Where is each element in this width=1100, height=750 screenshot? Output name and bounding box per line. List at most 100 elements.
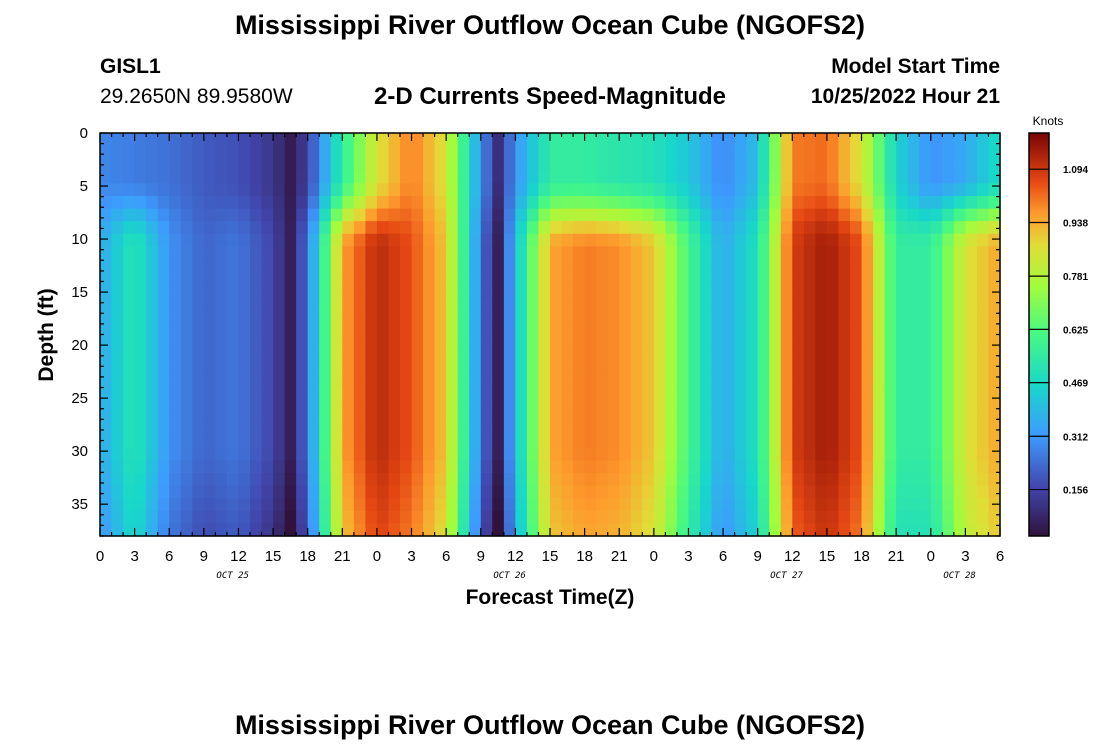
heatmap-cell (100, 221, 113, 235)
heatmap-cell (215, 510, 228, 524)
heatmap-cell (273, 372, 286, 386)
heatmap-cell (907, 523, 920, 537)
heatmap-cell (365, 208, 378, 222)
heatmap-cell (480, 447, 493, 462)
heatmap-cell (296, 422, 309, 436)
heatmap-cell (538, 183, 551, 197)
heatmap-cell (896, 133, 909, 147)
heatmap-cell (180, 397, 193, 411)
heatmap-cell (907, 246, 920, 260)
heatmap-cell (503, 195, 516, 210)
heatmap-cell (434, 410, 447, 424)
heatmap-cell (457, 334, 470, 348)
heatmap-cell (607, 410, 620, 424)
heatmap-cell (480, 334, 493, 348)
heatmap-cell (180, 221, 193, 235)
heatmap-cell (423, 435, 436, 449)
heatmap-cell (896, 498, 909, 512)
heatmap-cell (400, 271, 413, 285)
heatmap-cell (296, 145, 309, 159)
heatmap-cell (146, 347, 159, 361)
heatmap-cell (803, 145, 816, 159)
heatmap-cell (700, 284, 713, 298)
heatmap-cell (780, 422, 793, 436)
heatmap-cell (111, 359, 124, 373)
heatmap-cell (665, 246, 678, 260)
heatmap-cell (157, 321, 170, 336)
heatmap-cell (284, 221, 297, 235)
heatmap-cell (676, 221, 690, 235)
heatmap-cell (238, 258, 251, 273)
heatmap-cell (907, 347, 920, 361)
heatmap-cell (353, 435, 366, 449)
heatmap-cell (342, 296, 355, 310)
heatmap-cell (688, 145, 701, 159)
heatmap-cell (607, 422, 620, 436)
heatmap-cell (411, 485, 424, 499)
heatmap-cell (896, 447, 909, 462)
heatmap-cell (157, 435, 170, 449)
heatmap-cell (688, 309, 701, 323)
heatmap-cell (342, 195, 355, 210)
heatmap-cell (723, 384, 736, 399)
heatmap-cell (526, 334, 540, 348)
heatmap-cell (688, 460, 701, 474)
heatmap-cell (711, 158, 724, 172)
heatmap-cell (607, 208, 620, 222)
heatmap-cell (480, 359, 493, 373)
heatmap-cell (480, 233, 493, 247)
heatmap-cell (480, 221, 493, 235)
heatmap-cell (261, 183, 274, 197)
heatmap-cell (803, 523, 816, 537)
heatmap-cell (330, 271, 343, 285)
heatmap-cell (203, 221, 216, 235)
heatmap-cell (642, 208, 655, 222)
heatmap-cell (792, 410, 805, 424)
heatmap-cell (192, 321, 205, 336)
heatmap-cell (988, 422, 1001, 436)
heatmap-cell (342, 334, 355, 348)
heatmap-cell (192, 485, 205, 499)
heatmap-cell (884, 523, 897, 537)
heatmap-cell (792, 384, 805, 399)
heatmap-cell (492, 334, 505, 348)
heatmap-cell (873, 246, 886, 260)
heatmap-cell (976, 271, 990, 285)
heatmap-cell (723, 133, 736, 147)
heatmap-cell (734, 145, 747, 159)
heatmap-cell (723, 296, 736, 310)
heatmap-cell (376, 233, 390, 247)
heatmap-cell (584, 258, 597, 273)
heatmap-cell (769, 510, 782, 524)
heatmap-cell (146, 133, 159, 147)
heatmap-cell (100, 372, 113, 386)
heatmap-cell (365, 422, 378, 436)
heatmap-cell (700, 347, 713, 361)
heatmap-cell (884, 498, 897, 512)
heatmap-cell (123, 334, 136, 348)
heatmap-cell (780, 321, 793, 336)
heatmap-cell (803, 170, 816, 184)
heatmap-cell (965, 271, 978, 285)
heatmap-cell (526, 271, 540, 285)
heatmap-cell (550, 473, 563, 487)
heatmap-cell (723, 208, 736, 222)
heatmap-cell (803, 397, 816, 411)
heatmap-cell (330, 485, 343, 499)
heatmap-cell (273, 359, 286, 373)
heatmap-cell (665, 372, 678, 386)
heatmap-cell (411, 498, 424, 512)
heatmap-cell (873, 384, 886, 399)
heatmap-cell (169, 246, 182, 260)
heatmap-cell (400, 145, 413, 159)
heatmap-cell (907, 372, 920, 386)
heatmap-cell (457, 183, 470, 197)
heatmap-cell (538, 447, 551, 462)
heatmap-cell (769, 284, 782, 298)
heatmap-cell (238, 334, 251, 348)
heatmap-cell (861, 372, 874, 386)
heatmap-cell (619, 258, 632, 273)
heatmap-cell (503, 485, 516, 499)
model-start-value: 10/25/2022 Hour 21 (810, 85, 1000, 108)
heatmap-cell (711, 359, 724, 373)
